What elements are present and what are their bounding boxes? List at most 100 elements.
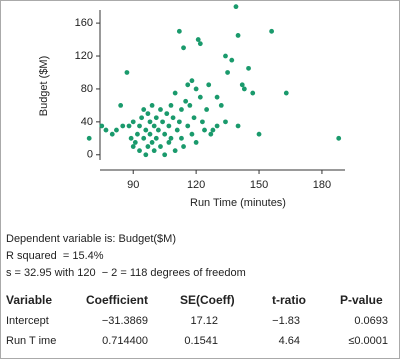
point bbox=[208, 131, 214, 137]
s-line: s = 32.95 with 120 − 2 = 118 degrees of … bbox=[6, 267, 246, 279]
point bbox=[143, 152, 149, 158]
table-cell: −31.3869 bbox=[102, 315, 148, 327]
point bbox=[132, 140, 138, 145]
point bbox=[179, 135, 184, 141]
table-header: SE(Coeff) bbox=[180, 293, 235, 307]
dependent: Dependent variable is: Budget($M) bbox=[6, 233, 176, 245]
point bbox=[168, 102, 174, 108]
point bbox=[256, 131, 262, 137]
table-header: P-value bbox=[340, 293, 383, 307]
point bbox=[118, 102, 124, 108]
table-cell: 4.64 bbox=[279, 335, 300, 347]
point bbox=[229, 57, 235, 63]
point bbox=[176, 119, 182, 125]
point bbox=[235, 123, 241, 129]
point bbox=[145, 144, 151, 149]
point bbox=[214, 123, 220, 129]
point bbox=[214, 94, 220, 100]
point bbox=[172, 90, 178, 96]
point bbox=[179, 107, 184, 112]
point bbox=[145, 111, 151, 117]
point bbox=[202, 127, 207, 133]
y-tick-label: 80 bbox=[81, 83, 93, 95]
point bbox=[139, 115, 145, 121]
point bbox=[235, 33, 241, 38]
point bbox=[223, 119, 228, 125]
point bbox=[189, 78, 195, 84]
point bbox=[174, 127, 180, 133]
point bbox=[147, 131, 153, 137]
point bbox=[158, 107, 163, 112]
point bbox=[137, 148, 142, 154]
point bbox=[181, 144, 186, 149]
point bbox=[153, 135, 159, 141]
table-cell: 0.0693 bbox=[354, 315, 388, 327]
point bbox=[225, 70, 230, 75]
point bbox=[185, 82, 191, 88]
point bbox=[130, 119, 136, 125]
x-tick-label: 150 bbox=[250, 179, 268, 191]
point bbox=[197, 94, 203, 100]
point bbox=[141, 135, 147, 141]
point bbox=[200, 119, 205, 125]
point bbox=[128, 135, 134, 141]
point bbox=[197, 41, 203, 47]
point bbox=[183, 98, 189, 104]
point bbox=[283, 90, 289, 96]
r-squared: R squared = 15.4% bbox=[6, 250, 104, 262]
point bbox=[189, 131, 195, 137]
table-cell: ≤0.0001 bbox=[348, 335, 388, 347]
point bbox=[204, 107, 210, 112]
point bbox=[185, 123, 191, 129]
point bbox=[223, 53, 228, 59]
point bbox=[103, 127, 109, 133]
point bbox=[195, 37, 201, 42]
point bbox=[162, 131, 168, 137]
point bbox=[193, 140, 199, 145]
table-cell: 17.12 bbox=[190, 315, 218, 327]
point bbox=[164, 111, 170, 117]
point bbox=[176, 28, 182, 34]
point bbox=[187, 102, 193, 108]
x-tick-label: 180 bbox=[313, 179, 331, 191]
point bbox=[162, 152, 168, 158]
point bbox=[168, 135, 174, 141]
point bbox=[239, 82, 245, 88]
y-tick-label: 160 bbox=[75, 17, 93, 29]
point bbox=[166, 123, 172, 129]
table-header: Coefficient bbox=[86, 293, 148, 307]
point bbox=[155, 127, 161, 133]
y-tick-label: 40 bbox=[81, 116, 93, 128]
point bbox=[130, 144, 136, 149]
point bbox=[160, 119, 165, 125]
point bbox=[181, 45, 186, 51]
point bbox=[172, 148, 178, 154]
point bbox=[153, 115, 159, 121]
table-header: t-ratio bbox=[272, 293, 306, 307]
point bbox=[170, 115, 176, 121]
point bbox=[241, 86, 247, 92]
point bbox=[250, 90, 256, 96]
y-tick-label: 0 bbox=[87, 149, 93, 161]
point bbox=[120, 123, 126, 129]
point bbox=[147, 119, 153, 125]
point bbox=[149, 102, 155, 108]
point bbox=[166, 140, 172, 145]
point bbox=[151, 148, 157, 154]
point bbox=[135, 131, 140, 137]
x-tick-label: 90 bbox=[127, 179, 139, 191]
table-cell: Run T ime bbox=[6, 335, 56, 347]
point bbox=[218, 102, 224, 108]
table-cell: 0.714400 bbox=[102, 335, 148, 347]
point bbox=[246, 65, 251, 71]
point bbox=[143, 127, 149, 133]
table-cell: 0.1541 bbox=[184, 335, 218, 347]
point bbox=[109, 131, 115, 137]
point bbox=[124, 70, 130, 75]
point bbox=[158, 144, 163, 149]
point bbox=[151, 123, 157, 129]
point bbox=[126, 123, 132, 129]
point bbox=[233, 4, 239, 10]
point bbox=[114, 127, 119, 133]
